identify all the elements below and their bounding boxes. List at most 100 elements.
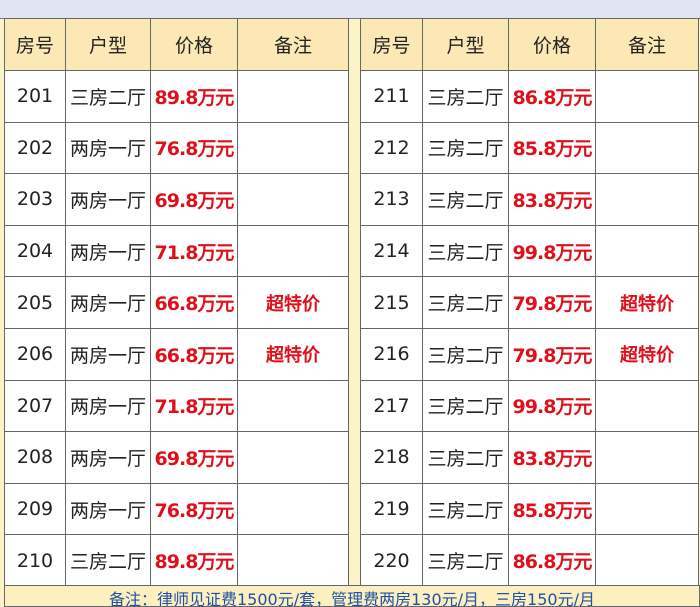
cell-note [237, 121, 349, 175]
cell-layout: 两房一厅 [65, 431, 151, 484]
price-table-right: 房号 户型 价格 备注 211 三房二厅 86.8万元 212 三房二厅 85.8万元 21… [360, 18, 699, 587]
cell-layout: 两房一厅 [65, 276, 151, 329]
cell-room: 213 [360, 173, 423, 226]
cell-room: 208 [4, 431, 66, 484]
cell-room: 205 [4, 276, 66, 329]
table-row: 206 两房一厅 66.8万元 超特价 [4, 327, 349, 381]
cell-note [595, 482, 699, 536]
cell-price: 99.8万元 [508, 224, 596, 278]
cell-price: 86.8万元 [508, 534, 596, 587]
table-row: 219 三房二厅 85.8万元 [360, 482, 699, 536]
header-note: 备注 [595, 18, 699, 71]
cell-note [595, 173, 699, 226]
table-row: 204 两房一厅 71.8万元 [4, 224, 349, 278]
cell-room: 214 [360, 224, 423, 278]
cell-room: 219 [360, 482, 423, 536]
header-price: 价格 [150, 18, 238, 71]
cell-note [237, 173, 349, 226]
cell-price: 76.8万元 [150, 121, 238, 175]
cell-price: 83.8万元 [508, 173, 596, 226]
cell-layout: 三房二厅 [422, 327, 509, 381]
cell-price: 89.8万元 [150, 534, 238, 587]
header-price: 价格 [508, 18, 596, 71]
cell-note [237, 379, 349, 433]
cell-note [595, 379, 699, 433]
cell-note: 超特价 [237, 276, 349, 329]
cell-note [595, 534, 699, 587]
cell-price: 66.8万元 [150, 276, 238, 329]
cell-note [237, 224, 349, 278]
top-band [0, 0, 700, 19]
table-row: 202 两房一厅 76.8万元 [4, 121, 349, 175]
cell-note [595, 70, 699, 123]
cell-price: 66.8万元 [150, 327, 238, 381]
cell-room: 201 [4, 70, 66, 123]
table-row: 215 三房二厅 79.8万元 超特价 [360, 276, 699, 329]
price-table-left: 房号 户型 价格 备注 201 三房二厅 89.8万元 202 两房一厅 76.8万元 20… [4, 18, 349, 587]
table-row: 218 三房二厅 83.8万元 [360, 431, 699, 484]
cell-price: 89.8万元 [150, 70, 238, 123]
cell-room: 204 [4, 224, 66, 278]
table-row: 214 三房二厅 99.8万元 [360, 224, 699, 278]
table-row: 211 三房二厅 86.8万元 [360, 70, 699, 123]
table-row: 209 两房一厅 76.8万元 [4, 482, 349, 536]
cell-layout: 三房二厅 [422, 482, 509, 536]
cell-room: 212 [360, 121, 423, 175]
cell-room: 206 [4, 327, 66, 381]
table-row: 201 三房二厅 89.8万元 [4, 70, 349, 123]
cell-note [595, 431, 699, 484]
cell-layout: 三房二厅 [65, 70, 151, 123]
cell-layout: 三房二厅 [65, 534, 151, 587]
cell-price: 85.8万元 [508, 482, 596, 536]
cell-room: 209 [4, 482, 66, 536]
cell-layout: 三房二厅 [422, 431, 509, 484]
cell-note [237, 70, 349, 123]
cell-price: 79.8万元 [508, 276, 596, 329]
cell-room: 210 [4, 534, 66, 587]
cell-layout: 三房二厅 [422, 173, 509, 226]
header-row: 房号 户型 价格 备注 [4, 18, 349, 71]
cell-price: 79.8万元 [508, 327, 596, 381]
cell-layout: 三房二厅 [422, 379, 509, 433]
header-layout: 户型 [422, 18, 509, 71]
header-room: 房号 [4, 18, 66, 71]
cell-room: 217 [360, 379, 423, 433]
table-row: 208 两房一厅 69.8万元 [4, 431, 349, 484]
table-row: 212 三房二厅 85.8万元 [360, 121, 699, 175]
cell-price: 71.8万元 [150, 224, 238, 278]
cell-price: 76.8万元 [150, 482, 238, 536]
cell-note [237, 482, 349, 536]
cell-layout: 三房二厅 [422, 276, 509, 329]
cell-layout: 三房二厅 [422, 534, 509, 587]
cell-layout: 两房一厅 [65, 482, 151, 536]
cell-layout: 两房一厅 [65, 121, 151, 175]
cell-room: 207 [4, 379, 66, 433]
header-note: 备注 [237, 18, 349, 71]
cell-room: 211 [360, 70, 423, 123]
table-row: 205 两房一厅 66.8万元 超特价 [4, 276, 349, 329]
cell-price: 85.8万元 [508, 121, 596, 175]
cell-price: 86.8万元 [508, 70, 596, 123]
cell-note [237, 534, 349, 587]
cell-note [595, 224, 699, 278]
header-layout: 户型 [65, 18, 151, 71]
cell-note: 超特价 [237, 327, 349, 381]
table-row: 207 两房一厅 71.8万元 [4, 379, 349, 433]
cell-layout: 两房一厅 [65, 173, 151, 226]
cell-note [595, 121, 699, 175]
cell-layout: 两房一厅 [65, 327, 151, 381]
cell-note [237, 431, 349, 484]
cell-layout: 两房一厅 [65, 379, 151, 433]
cell-layout: 三房二厅 [422, 121, 509, 175]
footer-note: 备注：律师见证费1500元/套，管理费两房130元/月，三房150元/月 [4, 585, 700, 607]
table-row: 216 三房二厅 79.8万元 超特价 [360, 327, 699, 381]
cell-price: 83.8万元 [508, 431, 596, 484]
table-row: 210 三房二厅 89.8万元 [4, 534, 349, 587]
cell-layout: 三房二厅 [422, 224, 509, 278]
table-row: 203 两房一厅 69.8万元 [4, 173, 349, 226]
table-row: 217 三房二厅 99.8万元 [360, 379, 699, 433]
cell-price: 99.8万元 [508, 379, 596, 433]
cell-price: 69.8万元 [150, 431, 238, 484]
cell-room: 202 [4, 121, 66, 175]
cell-layout: 两房一厅 [65, 224, 151, 278]
